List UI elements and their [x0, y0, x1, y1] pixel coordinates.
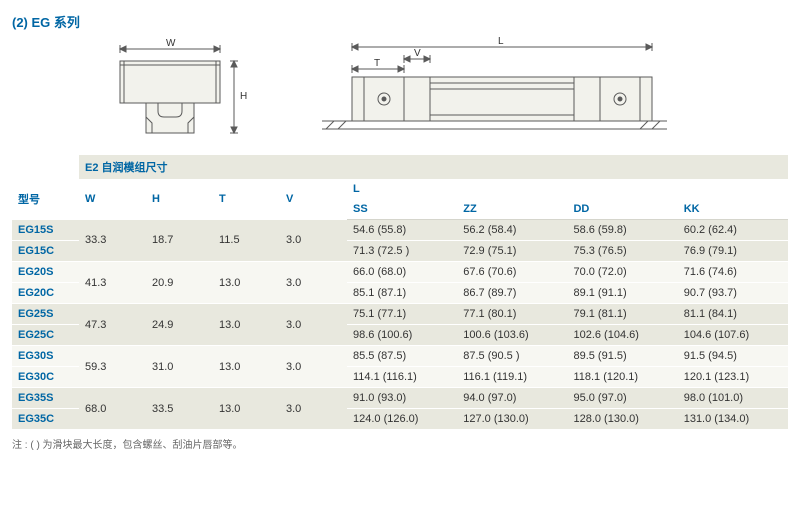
- th-l: L: [347, 179, 788, 199]
- table-row: EG15S33.318.711.53.054.6 (55.8)56.2 (58.…: [12, 220, 788, 241]
- table-body: EG15S33.318.711.53.054.6 (55.8)56.2 (58.…: [12, 220, 788, 430]
- cell-ss: 54.6 (55.8): [347, 220, 457, 241]
- th-t: T: [213, 179, 280, 220]
- cell-v: 3.0: [280, 220, 347, 262]
- cell-kk: 76.9 (79.1): [678, 241, 788, 262]
- cell-t: 13.0: [213, 346, 280, 388]
- cell-h: 33.5: [146, 388, 213, 430]
- th-ss: SS: [347, 199, 457, 220]
- cell-ss: 71.3 (72.5 ): [347, 241, 457, 262]
- cell-dd: 70.0 (72.0): [567, 262, 677, 283]
- dim-label-v: V: [414, 48, 421, 59]
- cell-dd: 128.0 (130.0): [567, 409, 677, 430]
- th-v: V: [280, 179, 347, 220]
- cell-model: EG15S: [12, 220, 79, 241]
- dim-label-w: W: [166, 38, 176, 49]
- cell-zz: 67.6 (70.6): [457, 262, 567, 283]
- cell-kk: 104.6 (107.6): [678, 325, 788, 346]
- dim-label-l: L: [498, 37, 504, 47]
- cell-w: 41.3: [79, 262, 146, 304]
- footnote: 注 : ( ) 为滑块最大长度，包含螺丝、刮油片唇部等。: [12, 436, 788, 451]
- cell-zz: 87.5 (90.5 ): [457, 346, 567, 367]
- table-section-header: E2 自润模组尺寸: [79, 155, 788, 179]
- cell-ss: 124.0 (126.0): [347, 409, 457, 430]
- cell-kk: 81.1 (84.1): [678, 304, 788, 325]
- cell-model: EG20C: [12, 283, 79, 304]
- cell-w: 59.3: [79, 346, 146, 388]
- cell-w: 68.0: [79, 388, 146, 430]
- diagram-row: W H: [12, 37, 788, 147]
- cell-kk: 131.0 (134.0): [678, 409, 788, 430]
- th-model: 型号: [12, 179, 79, 220]
- cell-t: 13.0: [213, 262, 280, 304]
- section-title: (2) EG 系列: [12, 12, 788, 31]
- cell-zz: 86.7 (89.7): [457, 283, 567, 304]
- cell-zz: 100.6 (103.6): [457, 325, 567, 346]
- cell-ss: 91.0 (93.0): [347, 388, 457, 409]
- cell-zz: 94.0 (97.0): [457, 388, 567, 409]
- cell-w: 47.3: [79, 304, 146, 346]
- cell-zz: 56.2 (58.4): [457, 220, 567, 241]
- cell-ss: 75.1 (77.1): [347, 304, 457, 325]
- table-row: EG35S68.033.513.03.091.0 (93.0)94.0 (97.…: [12, 388, 788, 409]
- dim-label-t: T: [374, 58, 380, 69]
- diagram-side: L V T: [312, 37, 672, 147]
- cell-t: 13.0: [213, 388, 280, 430]
- cell-v: 3.0: [280, 262, 347, 304]
- cell-h: 18.7: [146, 220, 213, 262]
- cell-v: 3.0: [280, 346, 347, 388]
- cell-kk: 91.5 (94.5): [678, 346, 788, 367]
- cell-t: 13.0: [213, 304, 280, 346]
- cell-ss: 98.6 (100.6): [347, 325, 457, 346]
- cell-dd: 102.6 (104.6): [567, 325, 677, 346]
- cell-ss: 85.5 (87.5): [347, 346, 457, 367]
- cell-model: EG15C: [12, 241, 79, 262]
- cell-dd: 58.6 (59.8): [567, 220, 677, 241]
- cell-model: EG25C: [12, 325, 79, 346]
- cell-h: 31.0: [146, 346, 213, 388]
- cell-zz: 116.1 (119.1): [457, 367, 567, 388]
- table-row: EG30S59.331.013.03.085.5 (87.5)87.5 (90.…: [12, 346, 788, 367]
- cell-w: 33.3: [79, 220, 146, 262]
- th-kk: KK: [678, 199, 788, 220]
- cell-zz: 72.9 (75.1): [457, 241, 567, 262]
- cell-model: EG35C: [12, 409, 79, 430]
- th-zz: ZZ: [457, 199, 567, 220]
- table-row: EG25S47.324.913.03.075.1 (77.1)77.1 (80.…: [12, 304, 788, 325]
- cell-model: EG30C: [12, 367, 79, 388]
- cell-model: EG20S: [12, 262, 79, 283]
- cell-kk: 90.7 (93.7): [678, 283, 788, 304]
- cell-zz: 127.0 (130.0): [457, 409, 567, 430]
- cell-model: EG35S: [12, 388, 79, 409]
- cell-dd: 89.1 (91.1): [567, 283, 677, 304]
- cell-dd: 118.1 (120.1): [567, 367, 677, 388]
- cell-h: 24.9: [146, 304, 213, 346]
- cell-t: 11.5: [213, 220, 280, 262]
- cell-dd: 89.5 (91.5): [567, 346, 677, 367]
- th-dd: DD: [567, 199, 677, 220]
- diagram-front: W H: [102, 37, 252, 147]
- cell-dd: 75.3 (76.5): [567, 241, 677, 262]
- cell-model: EG30S: [12, 346, 79, 367]
- cell-ss: 66.0 (68.0): [347, 262, 457, 283]
- cell-ss: 85.1 (87.1): [347, 283, 457, 304]
- spec-table: E2 自润模组尺寸 型号 W H T V L SS ZZ DD KK EG15S…: [12, 155, 788, 430]
- cell-v: 3.0: [280, 388, 347, 430]
- th-w: W: [79, 179, 146, 220]
- table-row: EG20S41.320.913.03.066.0 (68.0)67.6 (70.…: [12, 262, 788, 283]
- th-h: H: [146, 179, 213, 220]
- cell-dd: 95.0 (97.0): [567, 388, 677, 409]
- cell-kk: 71.6 (74.6): [678, 262, 788, 283]
- cell-v: 3.0: [280, 304, 347, 346]
- cell-kk: 60.2 (62.4): [678, 220, 788, 241]
- cell-kk: 120.1 (123.1): [678, 367, 788, 388]
- cell-h: 20.9: [146, 262, 213, 304]
- dim-label-h: H: [240, 91, 247, 102]
- cell-model: EG25S: [12, 304, 79, 325]
- cell-ss: 114.1 (116.1): [347, 367, 457, 388]
- cell-dd: 79.1 (81.1): [567, 304, 677, 325]
- cell-zz: 77.1 (80.1): [457, 304, 567, 325]
- cell-kk: 98.0 (101.0): [678, 388, 788, 409]
